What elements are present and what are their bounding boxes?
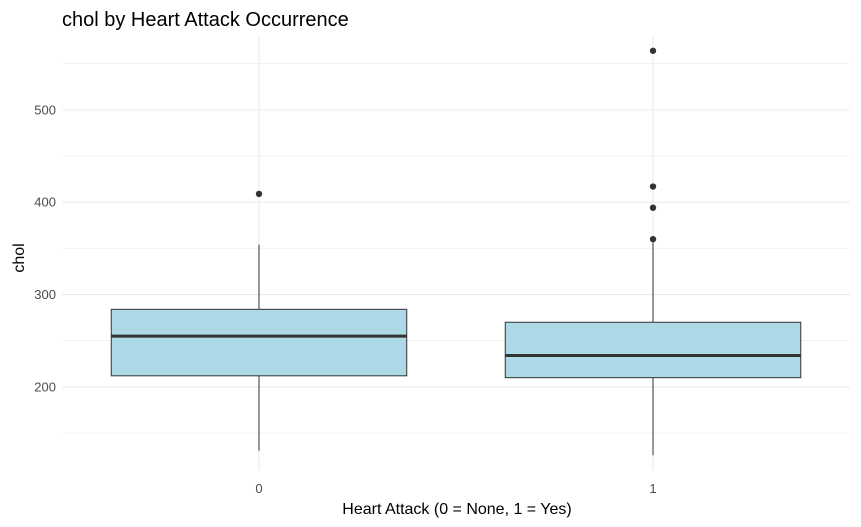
x-tick-label: 0 [255,481,262,496]
y-tick-label: 200 [34,379,56,394]
iqr-box [504,321,802,379]
box-series [110,47,802,456]
y-tick-label: 500 [34,102,56,117]
y-axis-title: chol [11,243,28,272]
iqr-box [110,308,408,377]
outlier-point [649,204,657,211]
outlier-point [649,47,657,54]
box-0 [110,190,408,451]
outlier-point [649,235,657,243]
y-tick-label: 400 [34,195,56,210]
x-axis-title: Heart Attack (0 = None, 1 = Yes) [342,501,571,518]
chart-title: chol by Heart Attack Occurrence [62,9,349,31]
x-tick-label: 1 [649,481,656,496]
y-tick-label: 300 [34,287,56,302]
grid-lines [62,36,850,470]
outlier-point [255,190,263,198]
y-tick-labels: 200 300 400 500 [34,102,56,394]
outlier-point [649,183,657,190]
box-1 [504,47,802,456]
